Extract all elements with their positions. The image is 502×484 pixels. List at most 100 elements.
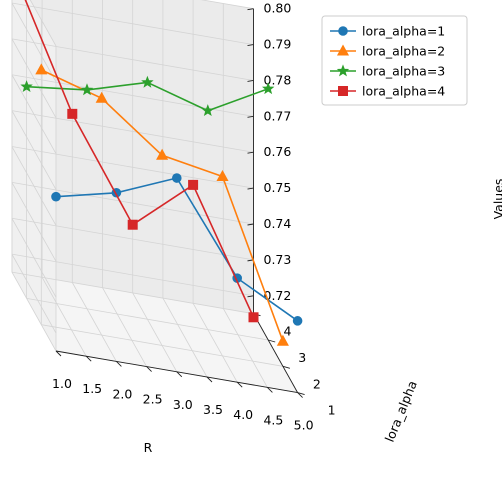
- data-point: [127, 219, 138, 230]
- grid-line-x-bottom: [132, 292, 178, 372]
- x-tick-label: 4.5: [263, 412, 283, 427]
- tick-mark: [116, 361, 122, 367]
- grid-line-x-bottom: [162, 297, 208, 378]
- grid-line-x-bottom: [71, 282, 117, 362]
- legend-swatch-marker: [338, 26, 348, 36]
- tick-mark: [55, 350, 62, 357]
- tick-mark: [247, 295, 254, 298]
- tick-mark: [247, 187, 254, 190]
- z-axis-label: Values: [491, 179, 502, 220]
- z-tick-label: 0.73: [264, 252, 292, 267]
- data-point: [80, 83, 94, 96]
- y-axis-line: [253, 313, 298, 393]
- side-pane: [11, 0, 56, 351]
- tick-mark: [247, 115, 254, 118]
- series-layer: [20, 0, 303, 346]
- z-tick-label: 0.77: [264, 108, 292, 123]
- y-axis-label: lora_alpha: [382, 378, 420, 444]
- z-tick-label: 0.72: [264, 288, 292, 303]
- data-point: [172, 173, 182, 183]
- legend-label: lora_alpha=1: [362, 24, 445, 39]
- x-tick-label: 3.0: [173, 397, 193, 412]
- x-tick-label: 4.0: [233, 407, 253, 422]
- z-tick-label: 0.75: [264, 180, 292, 195]
- y-tick-label: 1: [328, 403, 336, 418]
- grid-line-z-side: [11, 253, 57, 334]
- tick-mark: [146, 366, 152, 372]
- grid-line-y-bottom: [11, 271, 254, 315]
- data-point: [276, 334, 289, 346]
- data-point: [35, 63, 48, 75]
- legend-label: lora_alpha=3: [362, 64, 445, 79]
- grid-line-z-back: [200, 0, 254, 10]
- legend-label: lora_alpha=2: [362, 44, 445, 59]
- legend-item: lora_alpha=4: [330, 84, 445, 99]
- legend-label: lora_alpha=4: [362, 84, 445, 99]
- z-tick-label: 0.80: [264, 1, 292, 16]
- z-tick-label: 0.76: [264, 144, 292, 159]
- grid-line-x-bottom: [102, 287, 147, 367]
- grid-line-z-back: [11, 2, 254, 45]
- grid-line-z-back: [11, 146, 254, 189]
- grid-line-z-back: [11, 217, 254, 261]
- legend-item: lora_alpha=2: [330, 44, 445, 59]
- legend-swatch-marker: [336, 44, 350, 56]
- x-tick-label: 3.5: [203, 402, 223, 417]
- data-point: [141, 75, 154, 88]
- tick-mark: [247, 151, 254, 154]
- tick-mark: [247, 80, 254, 82]
- tick-mark: [247, 44, 254, 47]
- legend-swatch-marker: [336, 64, 350, 77]
- tick-mark: [85, 355, 92, 362]
- grid-line-x-bottom: [11, 271, 57, 352]
- data-point: [67, 108, 78, 119]
- x-axis-label: R: [144, 440, 153, 455]
- z-tick-label: 0.78: [264, 72, 292, 87]
- series-1: [51, 173, 303, 326]
- y-tick-label: 3: [298, 350, 306, 365]
- grid-line-x-bottom: [41, 277, 87, 357]
- series-4: [24, 0, 259, 323]
- data-point: [216, 169, 229, 181]
- data-point: [261, 82, 275, 95]
- data-point: [95, 91, 108, 103]
- x-tick-label: 5.0: [294, 418, 314, 433]
- grid-line-z-side: [11, 146, 57, 226]
- tick-mark: [297, 392, 303, 398]
- x-tick-label: 1.5: [82, 381, 102, 396]
- z-tick-label: 0.74: [264, 216, 292, 231]
- grid-line-z-back: [11, 181, 254, 225]
- data-point: [248, 312, 259, 323]
- grid-line-y-bottom: [26, 298, 269, 341]
- tick-mark: [176, 371, 183, 378]
- x-tick-label: 2.0: [112, 386, 132, 401]
- legend-item: lora_alpha=1: [330, 24, 445, 39]
- data-point: [20, 80, 33, 93]
- grid-line-z-side: [11, 38, 57, 118]
- x-tick-label: 1.0: [52, 376, 72, 391]
- tick-mark: [282, 365, 291, 369]
- series-3: [20, 75, 275, 117]
- tick-mark: [247, 8, 254, 11]
- grid-line-z-back: [11, 38, 254, 81]
- data-point: [292, 316, 303, 326]
- grid-line-z-side: [11, 74, 57, 154]
- x-tick-label: 2.5: [143, 392, 163, 407]
- grid-line-z-side: [11, 218, 57, 298]
- y-tick-label: 2: [313, 376, 321, 391]
- tick-mark: [297, 392, 305, 396]
- tick-mark: [268, 339, 276, 343]
- y-tick-label: 4: [284, 324, 292, 339]
- grid-line-z-side: [11, 182, 57, 262]
- grid-line-z-back: [11, 110, 254, 153]
- tick-mark: [236, 381, 243, 388]
- legend-box: [321, 15, 468, 106]
- z-tick-label: 0.79: [264, 37, 292, 52]
- tick-mark: [206, 376, 213, 383]
- grid-line-x-bottom: [192, 303, 238, 383]
- tick-mark: [247, 223, 254, 226]
- grid-line-x-bottom: [222, 308, 268, 388]
- legend: lora_alpha=1 lora_alpha=2 lora_alpha=3lora…: [321, 15, 468, 106]
